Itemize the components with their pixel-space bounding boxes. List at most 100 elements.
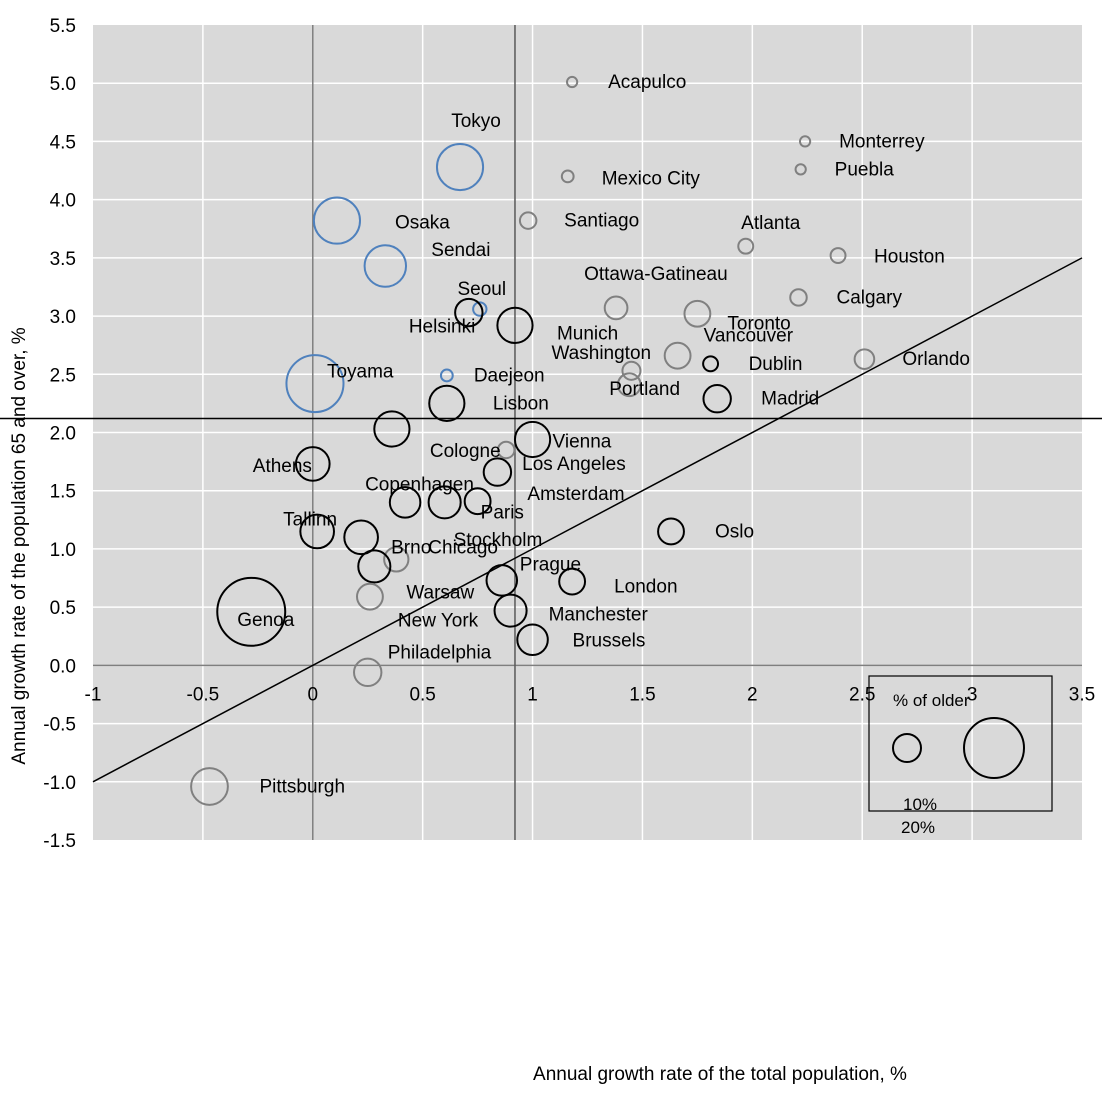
bubble-stockholm bbox=[463, 487, 492, 516]
y-tick-label: 1.0 bbox=[50, 540, 76, 561]
bubble-tallinn bbox=[299, 513, 335, 550]
bubble-helsinki bbox=[454, 297, 484, 328]
y-tick-label: 2.0 bbox=[50, 424, 76, 445]
x-tick-label: 3.5 bbox=[1069, 684, 1095, 705]
y-tick-label: 4.5 bbox=[50, 132, 76, 153]
bubble-portland bbox=[616, 372, 642, 398]
bubble-copenhagen bbox=[388, 486, 422, 519]
label-warsaw: Warsaw bbox=[406, 582, 474, 603]
bubble-ottawa-gatineau bbox=[603, 295, 629, 321]
y-tick-label: 0.0 bbox=[50, 656, 76, 677]
label-calgary: Calgary bbox=[836, 287, 902, 308]
legend-box bbox=[868, 675, 1053, 812]
label-paris: Paris bbox=[481, 502, 524, 523]
x-tick-label: 2 bbox=[747, 684, 758, 705]
bubble-washington bbox=[621, 360, 642, 381]
x-tick-label: 1.5 bbox=[629, 684, 655, 705]
y-tick-label: 5.5 bbox=[50, 16, 76, 37]
bubble-pittsburgh bbox=[190, 767, 229, 806]
bubbles bbox=[190, 75, 876, 806]
bubble-lisbon bbox=[428, 384, 466, 422]
x-tick-label: -0.5 bbox=[187, 684, 220, 705]
label-vienna: Vienna bbox=[553, 431, 612, 452]
label-puebla: Puebla bbox=[835, 159, 895, 180]
bubble-acapulco bbox=[565, 75, 579, 89]
label-houston: Houston bbox=[874, 247, 945, 268]
label-seoul: Seoul bbox=[458, 279, 507, 300]
bubble-mexico-city bbox=[560, 169, 575, 184]
label-osaka: Osaka bbox=[395, 213, 450, 234]
y-tick-label: 2.5 bbox=[50, 365, 76, 386]
bubble-santiago bbox=[518, 211, 538, 230]
bubble-genoa bbox=[216, 576, 287, 647]
label-washington: Washington bbox=[551, 343, 651, 364]
label-copenhagen: Copenhagen bbox=[365, 474, 474, 495]
y-tick-label: -0.5 bbox=[43, 715, 76, 736]
label-tallinn: Tallinn bbox=[283, 509, 337, 530]
x-tick-label: 2.5 bbox=[849, 684, 875, 705]
x-tick-label: 3 bbox=[967, 684, 978, 705]
bubble-new-york bbox=[356, 582, 384, 611]
point-labels: Acapulco Monterrey Puebla Mexico City Tokyo O… bbox=[237, 72, 970, 797]
bubble-los-angeles bbox=[496, 440, 516, 460]
bubble-houston bbox=[829, 247, 847, 264]
label-helsinki: Helsinki bbox=[409, 317, 476, 338]
x-axis-title: Annual growth rate of the total populati… bbox=[533, 1064, 907, 1085]
bubble-cologne bbox=[373, 410, 411, 448]
label-athens: Athens bbox=[253, 456, 312, 477]
diagonal-line bbox=[92, 257, 1083, 783]
bubble-orlando bbox=[853, 348, 876, 370]
bubble-dublin bbox=[702, 355, 720, 373]
y-axis-title: Annual growth rate of the population 65 … bbox=[9, 327, 30, 764]
y-tick-label: -1.0 bbox=[43, 773, 76, 794]
label-orlando: Orlando bbox=[902, 349, 970, 370]
label-acapulco: Acapulco bbox=[608, 72, 686, 93]
label-vancouver: Vancouver bbox=[704, 326, 794, 347]
label-lisbon: Lisbon bbox=[493, 393, 549, 414]
bubble-puebla bbox=[794, 163, 807, 176]
bubble-daejeon bbox=[439, 368, 454, 383]
label-portland: Portland bbox=[609, 379, 680, 400]
label-stockholm: Stockholm bbox=[454, 530, 543, 551]
label-brno: Brno bbox=[391, 537, 431, 558]
label-monterrey: Monterrey bbox=[839, 131, 925, 152]
label-toyama: Toyama bbox=[327, 362, 394, 383]
bubble-osaka bbox=[312, 196, 362, 245]
y-tick-label: 5.0 bbox=[50, 74, 76, 95]
label-santiago: Santiago bbox=[564, 211, 639, 232]
label-dublin: Dublin bbox=[749, 354, 803, 375]
label-cologne: Cologne bbox=[430, 441, 501, 462]
label-prague: Prague bbox=[520, 554, 581, 575]
y-tick-label: -1.5 bbox=[43, 831, 76, 852]
label-manchester: Manchester bbox=[549, 605, 649, 626]
bubble-prague bbox=[485, 564, 519, 597]
reference-lines bbox=[0, 25, 1102, 840]
legend: % of older 10% 20% bbox=[868, 675, 1053, 837]
label-sendai: Sendai bbox=[431, 240, 490, 261]
label-atlanta: Atlanta bbox=[741, 213, 801, 234]
label-daejeon: Daejeon bbox=[474, 365, 545, 386]
bubble-amsterdam bbox=[482, 457, 513, 487]
label-los-angeles: Los Angeles bbox=[522, 454, 626, 475]
bubble-brno bbox=[343, 519, 379, 556]
label-genoa: Genoa bbox=[237, 610, 294, 631]
bubble-toronto bbox=[683, 299, 712, 328]
gridlines bbox=[93, 25, 1082, 840]
bubble-sendai bbox=[363, 244, 408, 288]
legend-label-10: 10% bbox=[903, 795, 937, 814]
bubble-toyama bbox=[285, 354, 345, 414]
y-tick-label: 1.5 bbox=[50, 482, 76, 503]
label-brussels: Brussels bbox=[573, 631, 646, 652]
x-tick-label: 0.5 bbox=[409, 684, 435, 705]
label-ottawa-gatineau: Ottawa-Gatineau bbox=[584, 264, 728, 285]
bubble-london bbox=[558, 567, 587, 596]
bubble-brussels bbox=[516, 623, 549, 657]
y-tick-label: 3.0 bbox=[50, 307, 76, 328]
bubble-philadelphia bbox=[353, 657, 383, 688]
label-munich: Munich bbox=[557, 323, 618, 344]
bubble-paris bbox=[427, 485, 462, 520]
bubble-oslo bbox=[657, 517, 685, 546]
label-pittsburgh: Pittsburgh bbox=[259, 776, 345, 797]
label-philadelphia: Philadelphia bbox=[388, 642, 492, 663]
y-tick-label: 3.5 bbox=[50, 249, 76, 270]
